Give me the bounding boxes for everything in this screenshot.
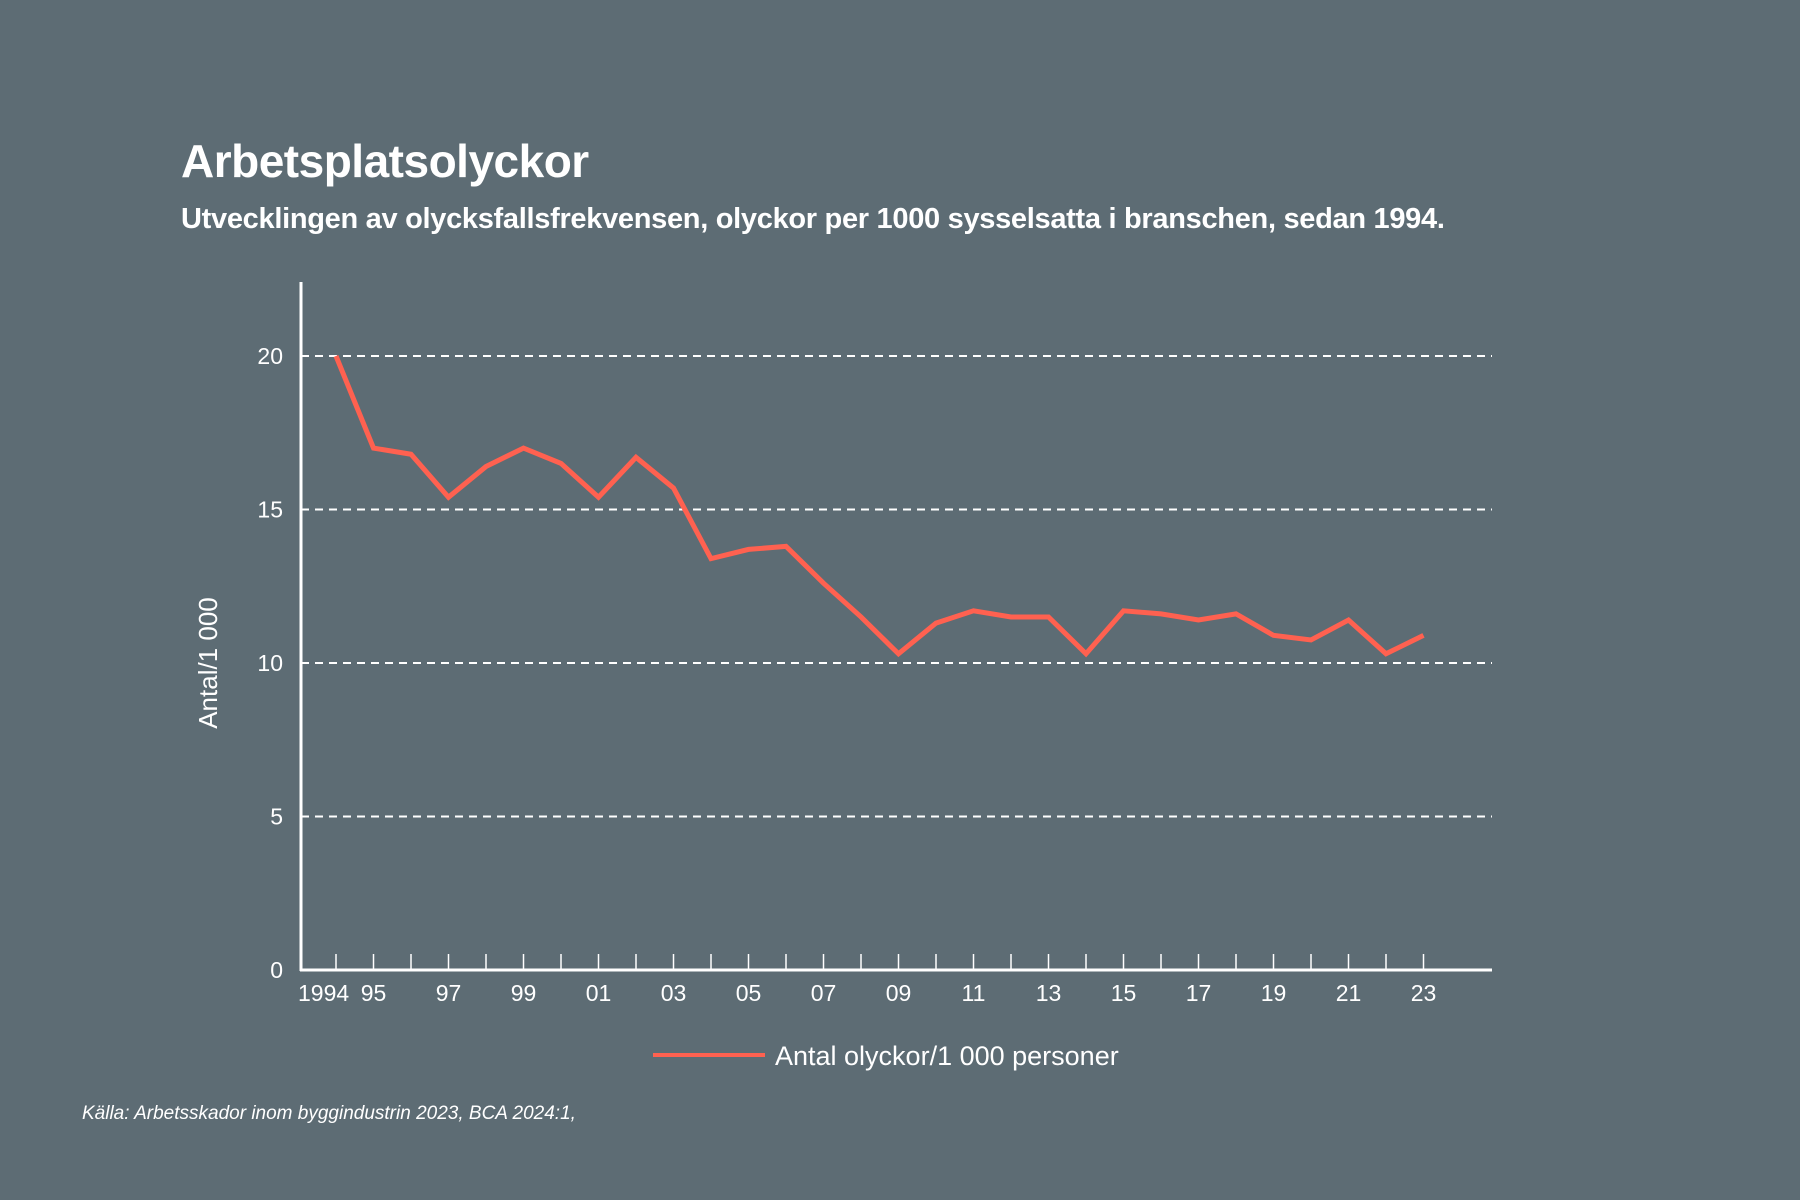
y-axis-label: Antal/1 000 bbox=[193, 597, 223, 729]
x-tick-label: 99 bbox=[511, 980, 537, 1006]
x-tick-label: 13 bbox=[1036, 980, 1062, 1006]
y-tick-label: 15 bbox=[257, 497, 283, 523]
x-tick-label: 17 bbox=[1186, 980, 1212, 1006]
x-tick-label: 23 bbox=[1411, 980, 1437, 1006]
x-tick-label: 09 bbox=[886, 980, 912, 1006]
y-tick-label: 10 bbox=[257, 650, 283, 676]
chart-subtitle: Utvecklingen av olycksfallsfrekvensen, o… bbox=[181, 203, 1445, 235]
x-tick-label: 1994 bbox=[298, 980, 349, 1006]
series-line bbox=[333, 355, 1425, 658]
legend: Antal olyckor/1 000 personer bbox=[653, 1041, 1119, 1071]
x-axis-ticks: 1994 95 97 99 01 03 05 07 09 11 13 15 17 19 21 23 bbox=[298, 954, 1436, 1006]
gridlines bbox=[301, 355, 1492, 818]
x-tick-label: 95 bbox=[361, 980, 387, 1006]
x-tick-label: 03 bbox=[661, 980, 687, 1006]
x-tick-label: 05 bbox=[736, 980, 762, 1006]
x-tick-label: 07 bbox=[811, 980, 837, 1006]
x-tick-label: 21 bbox=[1336, 980, 1362, 1006]
y-axis-ticks: 0 5 10 15 20 bbox=[257, 343, 283, 983]
chart-title: Arbetsplatsolyckor bbox=[181, 135, 589, 187]
x-tick-label: 01 bbox=[586, 980, 612, 1006]
y-tick-label: 0 bbox=[270, 957, 283, 983]
legend-label: Antal olyckor/1 000 personer bbox=[775, 1041, 1119, 1071]
x-tick-label: 19 bbox=[1261, 980, 1287, 1006]
series-group bbox=[333, 355, 1425, 658]
x-tick-label: 15 bbox=[1111, 980, 1137, 1006]
x-tick-label: 11 bbox=[962, 980, 986, 1006]
y-tick-label: 20 bbox=[257, 343, 283, 369]
y-tick-label: 5 bbox=[270, 804, 283, 830]
axes bbox=[299, 282, 1492, 972]
source-note: Källa: Arbetsskador inom byggindustrin 2… bbox=[82, 1103, 576, 1124]
x-tick-label: 97 bbox=[436, 980, 462, 1006]
